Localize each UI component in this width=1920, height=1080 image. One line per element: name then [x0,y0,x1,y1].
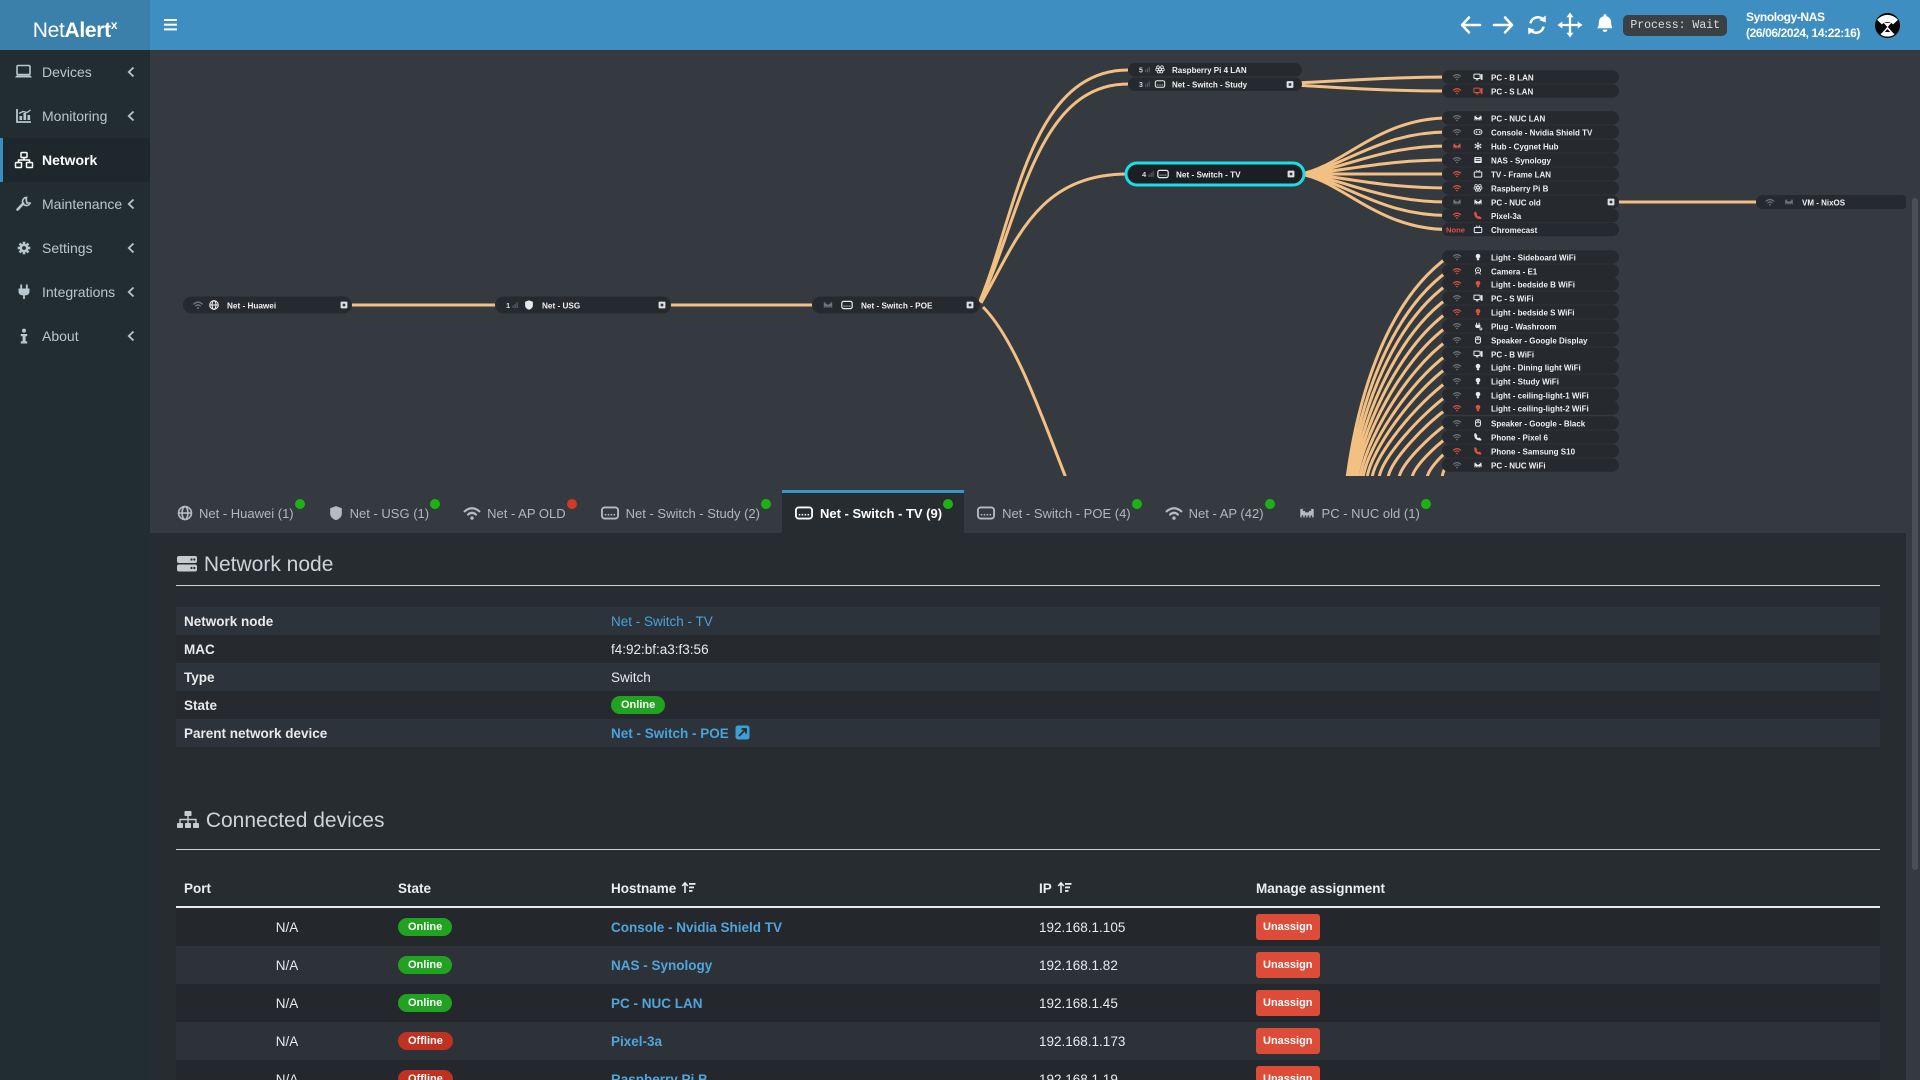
svg-text:Raspberry Pi 4 LAN: Raspberry Pi 4 LAN [1172,66,1247,75]
svg-text:PC - B WiFi: PC - B WiFi [1491,350,1534,359]
svg-text:Light - Dining light WiFi: Light - Dining light WiFi [1491,363,1581,372]
svg-text:Light - bedside B WiFi: Light - bedside B WiFi [1491,280,1575,289]
svg-text:Light - ceiling-light-1 WiFi: Light - ceiling-light-1 WiFi [1491,391,1589,400]
svg-text:PC - S LAN: PC - S LAN [1491,87,1533,96]
svg-text:PC - NUC LAN: PC - NUC LAN [1491,114,1545,123]
svg-text:PC - B LAN: PC - B LAN [1491,73,1534,82]
svg-text:None: None [1446,226,1465,235]
svg-text:NAS - Synology: NAS - Synology [1491,156,1552,165]
svg-text:Hub - Cygnet Hub: Hub - Cygnet Hub [1491,142,1559,151]
svg-text:Light - Study WiFi: Light - Study WiFi [1491,377,1559,386]
svg-text:Plug - Washroom: Plug - Washroom [1491,322,1556,331]
svg-text:1: 1 [506,301,511,310]
svg-text:Phone - Samsung S10: Phone - Samsung S10 [1491,447,1576,456]
svg-text:Raspberry Pi B: Raspberry Pi B [1491,184,1549,193]
svg-text:3: 3 [1139,82,1143,89]
svg-text:Camera - E1: Camera - E1 [1491,267,1538,276]
svg-text:5: 5 [1139,67,1143,74]
svg-text:Speaker - Google - Black: Speaker - Google - Black [1491,419,1586,428]
svg-text:Net - USG: Net - USG [542,301,580,310]
svg-text:Chromecast: Chromecast [1491,226,1538,235]
svg-text:Light - bedside S WiFi: Light - bedside S WiFi [1491,308,1574,317]
svg-text:PC - NUC old: PC - NUC old [1491,198,1541,207]
svg-text:Console - Nvidia Shield TV: Console - Nvidia Shield TV [1491,128,1593,137]
svg-text:Light - Sideboard WiFi: Light - Sideboard WiFi [1491,253,1576,262]
svg-text:PC - NUC WiFi: PC - NUC WiFi [1491,461,1546,470]
svg-text:Net - Switch - Study: Net - Switch - Study [1172,80,1248,89]
svg-text:VM - NixOS: VM - NixOS [1802,198,1846,207]
svg-text:Net - Switch - POE: Net - Switch - POE [861,301,933,310]
svg-text:4: 4 [1142,170,1147,179]
svg-text:Net - Huawei: Net - Huawei [227,301,276,310]
svg-text:Speaker - Google Display: Speaker - Google Display [1491,336,1588,345]
svg-text:Phone - Pixel 6: Phone - Pixel 6 [1491,433,1548,442]
svg-text:Pixel-3a: Pixel-3a [1491,212,1522,221]
svg-text:TV - Frame LAN: TV - Frame LAN [1491,170,1551,179]
svg-text:Light - ceiling-light-2 WiFi: Light - ceiling-light-2 WiFi [1491,404,1589,413]
svg-text:Net - Switch - TV: Net - Switch - TV [1176,170,1241,179]
svg-text:PC - S WiFi: PC - S WiFi [1491,294,1534,303]
